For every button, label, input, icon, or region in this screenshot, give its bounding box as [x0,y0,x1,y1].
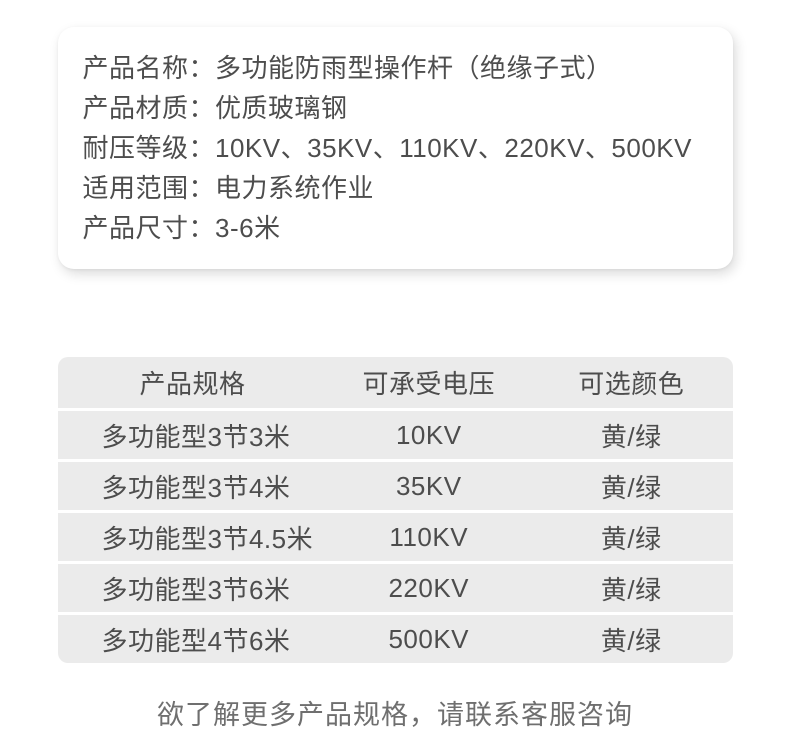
cell-voltage: 35KV [395,470,462,501]
header-cell-color: 可选颜色 [578,369,685,399]
info-label: 产品名称： [82,53,216,83]
info-label: 产品尺寸： [82,213,216,243]
cell-color: 黄/绿 [600,421,662,452]
product-spec-page: 产品名称：多功能防雨型操作杆（绝缘子式） 产品材质：优质玻璃钢 耐压等级：10K… [57,27,733,735]
table-row: 多功能型3节4.5米 110KV 黄/绿 [57,513,733,561]
cell-voltage: 500KV [388,623,470,654]
cell-color: 黄/绿 [600,574,662,605]
table-row: 多功能型3节6米 220KV 黄/绿 [57,564,733,612]
cell-voltage: 110KV [389,521,469,552]
info-value: 10KV、35KV、110KV、220KV、500KV [215,133,692,163]
cell-spec: 多功能型3节4米 [101,472,291,503]
table-row: 多功能型4节6米 500KV 黄/绿 [57,615,733,663]
info-label: 耐压等级： [82,133,216,163]
info-row-material: 产品材质：优质玻璃钢 [83,88,715,128]
cell-voltage: 220KV [388,572,470,603]
cell-color: 黄/绿 [600,523,662,554]
info-value: 电力系统作业 [215,173,375,203]
cell-spec: 多功能型3节6米 [101,574,291,605]
table-row: 多功能型3节4米 35KV 黄/绿 [57,462,733,510]
info-row-voltage-grade: 耐压等级：10KV、35KV、110KV、220KV、500KV [83,128,715,168]
info-label: 适用范围： [82,173,216,203]
info-value: 优质玻璃钢 [215,93,348,123]
cell-voltage: 10KV [395,419,462,450]
cell-color: 黄/绿 [600,472,662,503]
header-cell-spec: 产品规格 [139,369,246,399]
cell-spec: 多功能型4节6米 [101,625,291,656]
table-header-row: 产品规格 可承受电压 可选颜色 [57,357,733,408]
table-row: 多功能型3节3米 10KV 黄/绿 [57,411,733,459]
cell-spec: 多功能型3节4.5米 [101,523,314,554]
spec-table: 产品规格 可承受电压 可选颜色 多功能型3节3米 10KV 黄/绿 多功能型3节… [57,357,733,663]
footer-note: 欲了解更多产品规格，请联系客服咨询 [157,700,633,730]
info-row-scope: 适用范围：电力系统作业 [83,168,715,208]
cell-color: 黄/绿 [600,625,662,656]
header-cell-voltage: 可承受电压 [362,369,495,399]
info-row-size: 产品尺寸：3-6米 [83,208,715,248]
product-info-card: 产品名称：多功能防雨型操作杆（绝缘子式） 产品材质：优质玻璃钢 耐压等级：10K… [57,27,733,269]
info-value: 多功能防雨型操作杆（绝缘子式） [215,53,613,83]
info-row-product-name: 产品名称：多功能防雨型操作杆（绝缘子式） [83,48,715,88]
info-label: 产品材质： [82,93,216,123]
cell-spec: 多功能型3节3米 [101,421,291,452]
info-value: 3-6米 [215,213,281,243]
